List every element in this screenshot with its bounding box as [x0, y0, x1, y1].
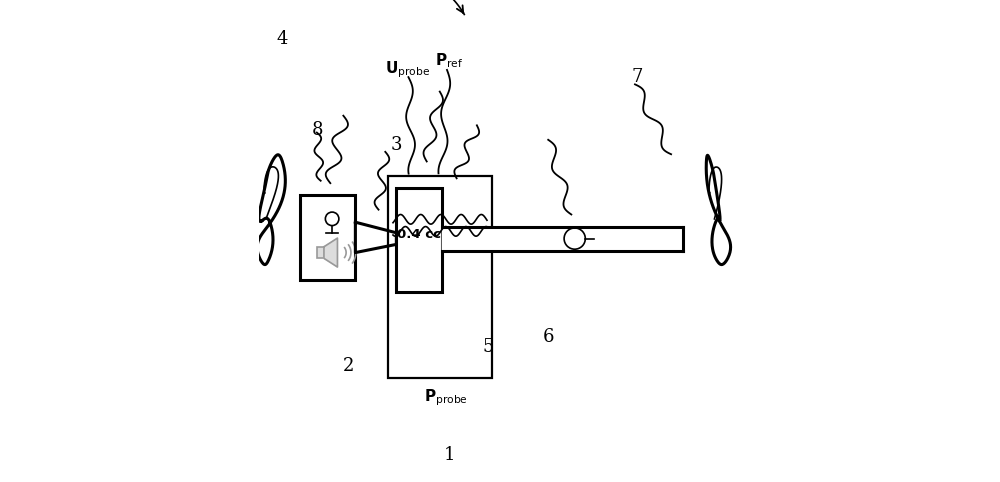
- Text: 7: 7: [632, 68, 643, 86]
- Text: $\mathbf{U}_{\mathrm{probe}}$: $\mathbf{U}_{\mathrm{probe}}$: [385, 60, 430, 80]
- Text: $\mathbf{P}_{\mathrm{ref}}$: $\mathbf{P}_{\mathrm{ref}}$: [435, 51, 464, 69]
- Polygon shape: [355, 222, 396, 253]
- Polygon shape: [324, 238, 337, 267]
- Polygon shape: [442, 227, 683, 251]
- Bar: [300, 195, 355, 280]
- Text: 8: 8: [312, 121, 324, 139]
- Text: $\mathbf{P}_{\mathrm{probe}}$: $\mathbf{P}_{\mathrm{probe}}$: [424, 388, 468, 408]
- Text: 6: 6: [542, 328, 554, 347]
- Bar: [396, 188, 442, 292]
- Bar: [317, 247, 324, 258]
- Text: 5: 5: [482, 338, 494, 356]
- Bar: [388, 176, 492, 378]
- Text: 2: 2: [342, 357, 354, 375]
- Text: 4: 4: [276, 29, 288, 48]
- Text: 1: 1: [444, 446, 455, 465]
- Text: 3: 3: [391, 135, 402, 154]
- Text: 0.4 cc: 0.4 cc: [397, 228, 441, 241]
